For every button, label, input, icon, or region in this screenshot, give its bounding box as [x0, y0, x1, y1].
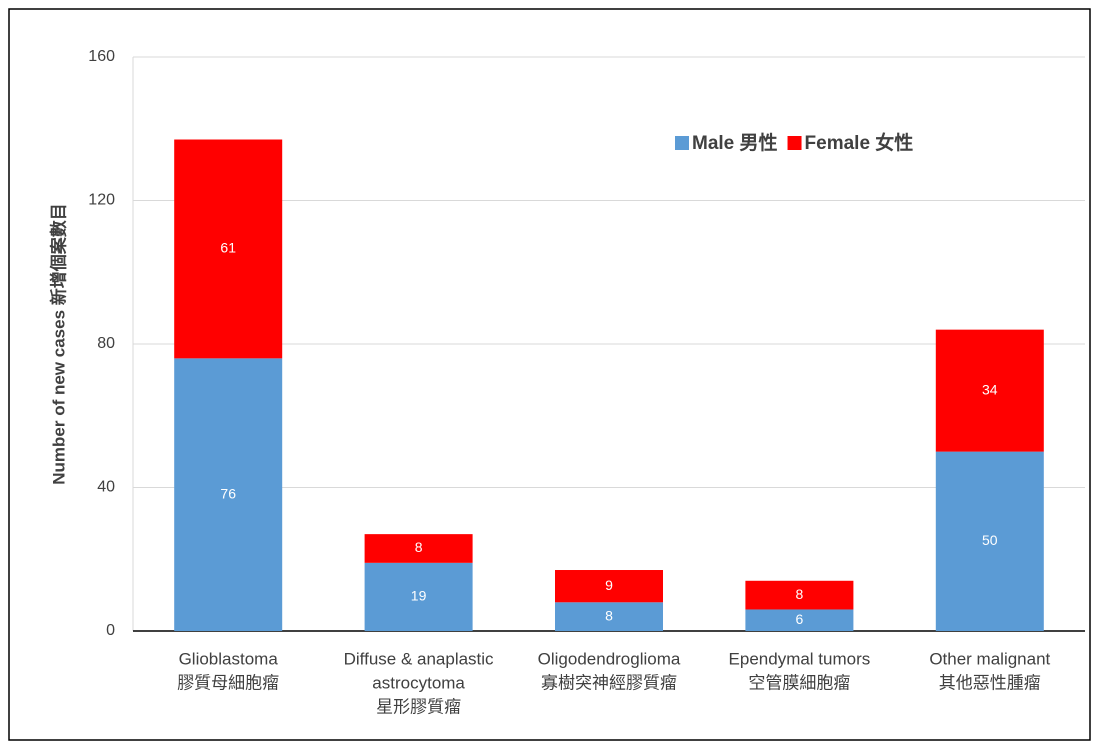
- bar-segment: [364, 534, 473, 563]
- x-tick-label: 寡樹突神經膠質瘤: [541, 673, 677, 692]
- legend-swatch: [787, 136, 802, 150]
- bar-segment: [745, 580, 854, 610]
- x-tick-label: Oligodendroglioma: [538, 649, 681, 668]
- bar-segment: [174, 139, 283, 359]
- y-tick-label: 120: [88, 192, 115, 209]
- y-tick-label: 0: [106, 622, 115, 639]
- x-tick-label: 星形膠質瘤: [376, 697, 461, 716]
- bar-segment: [935, 451, 1044, 631]
- bar-segment: [174, 358, 283, 631]
- value-label: 8: [605, 607, 613, 623]
- value-label: 61: [220, 240, 236, 256]
- value-label: 9: [605, 577, 613, 593]
- x-tick-label: Diffuse & anaplastic: [344, 649, 494, 668]
- y-tick-label: 160: [88, 48, 115, 65]
- value-label: 6: [796, 611, 804, 627]
- x-tick-label: Glioblastoma: [179, 649, 279, 668]
- bar-segment: [935, 329, 1044, 452]
- value-label: 76: [220, 485, 236, 501]
- value-label: 19: [411, 588, 427, 604]
- value-label: 50: [982, 532, 998, 548]
- x-tick-label: 其他惡性腫瘤: [939, 673, 1041, 692]
- x-tick-label: astrocytoma: [372, 673, 465, 692]
- value-label: 8: [796, 586, 804, 602]
- x-tick-label: Other malignant: [929, 649, 1050, 668]
- bar-segment: [555, 602, 663, 631]
- value-label: 8: [415, 539, 423, 555]
- value-label: 34: [982, 381, 998, 397]
- chart-border: [8, 8, 1091, 741]
- bar-segment: [745, 609, 854, 631]
- bar-segment: [364, 562, 473, 631]
- y-tick-label: 40: [97, 479, 115, 496]
- x-tick-label: 空管膜細胞瘤: [748, 673, 850, 692]
- x-tick-label: 膠質母細胞瘤: [177, 673, 279, 692]
- legend-swatch: [675, 136, 689, 150]
- legend-label: Male 男性: [692, 131, 778, 154]
- x-tick-label: Ependymal tumors: [729, 649, 871, 668]
- legend-label: Female 女性: [805, 131, 914, 154]
- y-tick-label: 80: [97, 335, 115, 352]
- y-axis-label: Number of new cases 新增個案數目: [48, 203, 68, 485]
- bar-segment: [555, 570, 663, 603]
